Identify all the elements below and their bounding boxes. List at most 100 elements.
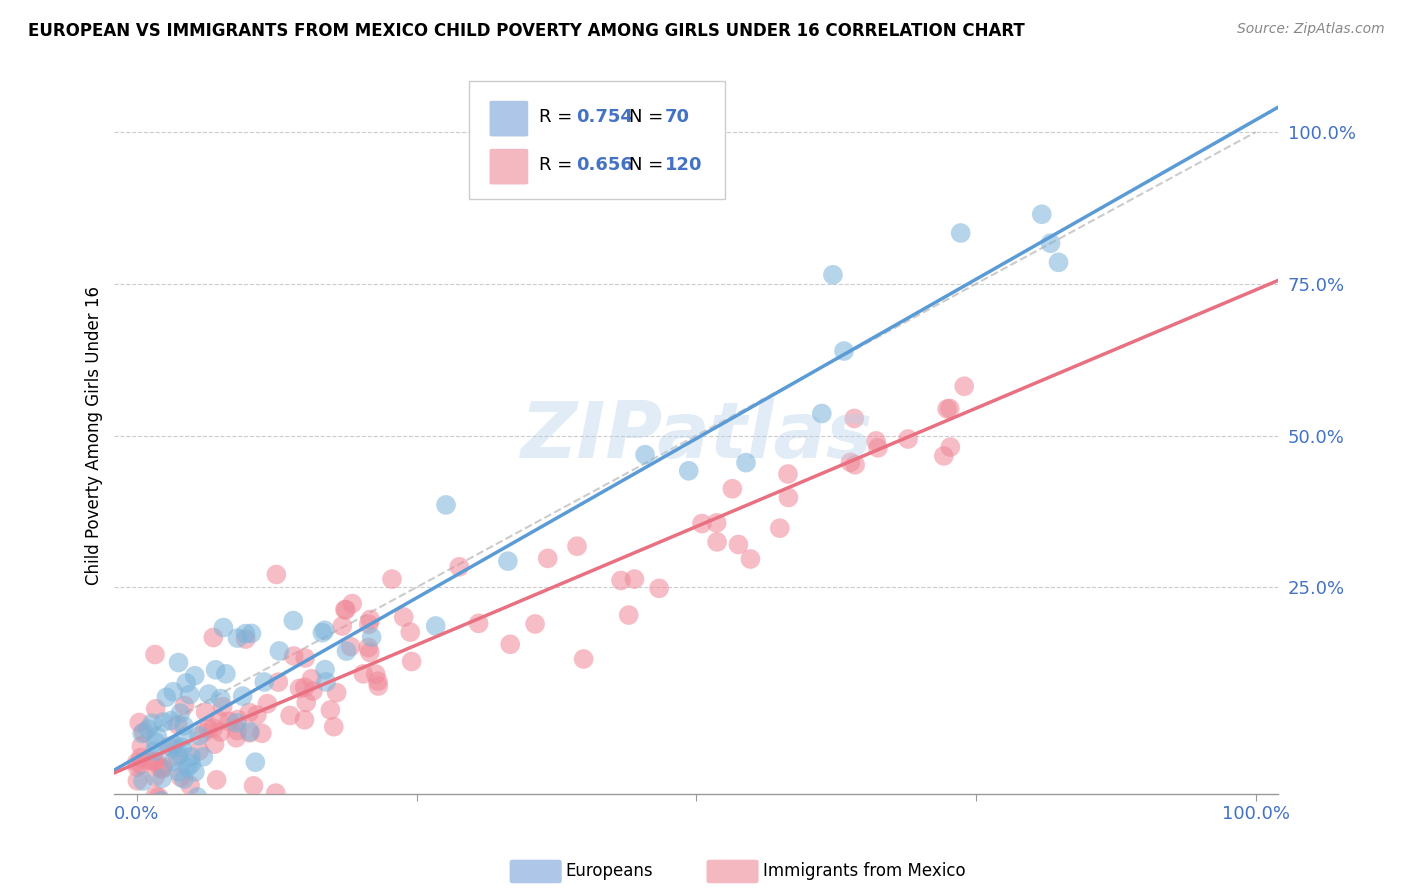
Point bbox=[128, 805, 150, 819]
Point bbox=[162, 755, 184, 769]
Text: Immigrants from Mexico: Immigrants from Mexico bbox=[763, 863, 966, 880]
Text: 0.754: 0.754 bbox=[576, 108, 633, 126]
Point bbox=[157, 739, 180, 754]
Point bbox=[266, 567, 288, 582]
Point bbox=[392, 610, 415, 624]
Point bbox=[143, 648, 166, 662]
Text: N =: N = bbox=[628, 156, 669, 174]
Point bbox=[163, 738, 186, 752]
Point bbox=[953, 379, 976, 393]
Point bbox=[184, 669, 207, 683]
Point bbox=[335, 644, 357, 658]
Point bbox=[288, 681, 311, 696]
Point bbox=[131, 805, 153, 819]
Point bbox=[145, 789, 167, 803]
Point bbox=[496, 554, 519, 568]
Point bbox=[467, 616, 489, 631]
Point bbox=[678, 464, 700, 478]
Text: EUROPEAN VS IMMIGRANTS FROM MEXICO CHILD POVERTY AMONG GIRLS UNDER 16 CORRELATIO: EUROPEAN VS IMMIGRANTS FROM MEXICO CHILD… bbox=[28, 22, 1025, 40]
Text: 120: 120 bbox=[665, 156, 703, 174]
Point bbox=[225, 715, 247, 730]
Point bbox=[232, 689, 254, 703]
Point bbox=[173, 698, 195, 713]
Point bbox=[352, 666, 374, 681]
Point bbox=[245, 755, 267, 769]
Point bbox=[302, 684, 325, 698]
Point bbox=[188, 744, 211, 758]
Point bbox=[294, 681, 316, 695]
Point bbox=[865, 434, 887, 448]
Point bbox=[253, 675, 276, 690]
Point bbox=[131, 757, 153, 772]
Point bbox=[155, 690, 177, 705]
Point bbox=[1031, 207, 1053, 221]
Point bbox=[145, 754, 167, 768]
Point bbox=[145, 702, 167, 716]
Point bbox=[211, 699, 233, 714]
Point bbox=[634, 448, 657, 462]
Point bbox=[690, 516, 713, 531]
Point bbox=[205, 772, 228, 787]
Point bbox=[359, 612, 381, 626]
Point bbox=[256, 697, 278, 711]
Point bbox=[721, 482, 744, 496]
Point bbox=[335, 603, 357, 617]
Point bbox=[367, 679, 389, 693]
Text: R =: R = bbox=[538, 156, 578, 174]
Point bbox=[235, 632, 257, 646]
Point bbox=[1047, 255, 1070, 269]
Point bbox=[333, 602, 356, 616]
Point bbox=[170, 740, 193, 755]
Point bbox=[167, 764, 190, 779]
Point bbox=[250, 726, 273, 740]
Point bbox=[844, 458, 866, 472]
Point bbox=[145, 805, 167, 819]
Point bbox=[146, 730, 169, 744]
Point bbox=[360, 630, 382, 644]
Point bbox=[188, 805, 211, 819]
Point bbox=[215, 666, 238, 681]
Point bbox=[330, 619, 353, 633]
Point bbox=[239, 724, 262, 739]
Point bbox=[145, 735, 167, 749]
Point bbox=[294, 713, 316, 727]
Text: 0.656: 0.656 bbox=[576, 156, 633, 174]
Point bbox=[572, 652, 595, 666]
Point bbox=[209, 691, 232, 706]
Point bbox=[141, 716, 163, 731]
Point bbox=[193, 725, 215, 739]
Point bbox=[314, 624, 336, 638]
Point bbox=[832, 344, 855, 359]
Text: N =: N = bbox=[628, 108, 669, 126]
Point bbox=[623, 572, 645, 586]
Point bbox=[193, 749, 215, 764]
Point bbox=[239, 726, 262, 740]
Point bbox=[197, 687, 219, 701]
Point bbox=[173, 772, 195, 786]
Point bbox=[283, 648, 305, 663]
Point bbox=[314, 663, 336, 677]
Point bbox=[162, 740, 184, 755]
Point bbox=[740, 552, 762, 566]
Point bbox=[132, 774, 155, 789]
Point bbox=[897, 432, 920, 446]
Point bbox=[810, 407, 832, 421]
Point bbox=[155, 805, 177, 819]
Point bbox=[359, 645, 381, 659]
Text: Europeans: Europeans bbox=[565, 863, 652, 880]
Point bbox=[727, 537, 749, 551]
Point bbox=[194, 705, 217, 719]
Point bbox=[197, 722, 219, 736]
Text: R =: R = bbox=[538, 108, 578, 126]
Point bbox=[218, 714, 240, 729]
Point bbox=[142, 754, 165, 768]
Point bbox=[125, 756, 148, 770]
Point bbox=[449, 559, 471, 574]
Point bbox=[381, 572, 404, 586]
Point bbox=[839, 455, 862, 469]
Point bbox=[152, 759, 174, 773]
Point bbox=[240, 626, 263, 640]
Point bbox=[149, 761, 172, 775]
Point bbox=[936, 401, 959, 416]
Point bbox=[322, 720, 344, 734]
